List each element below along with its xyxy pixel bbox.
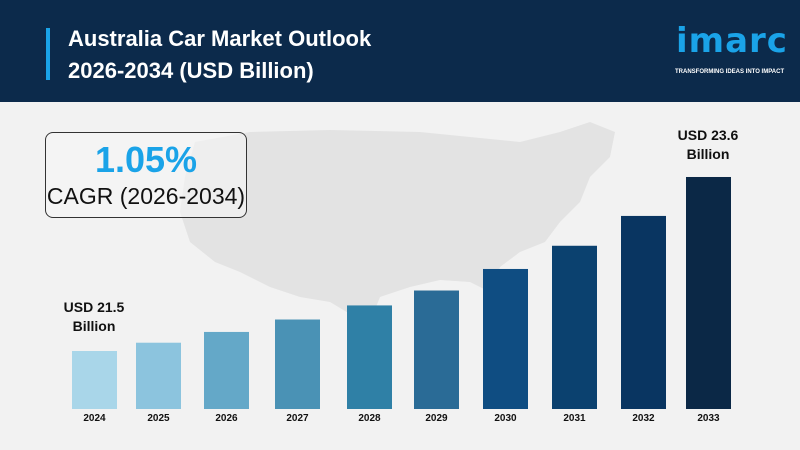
last-bar-annotation: USD 23.6 Billion <box>658 126 758 164</box>
bar-2031 <box>552 245 597 409</box>
x-tick-label: 2025 <box>147 413 170 424</box>
first-annotation-line2: Billion <box>72 318 116 334</box>
bar-2033 <box>686 176 731 409</box>
bar-2032 <box>621 215 666 409</box>
page-title-line1: Australia Car Market Outlook <box>68 26 372 51</box>
last-annotation-line2: Billion <box>686 146 730 162</box>
bar-2029 <box>414 290 459 409</box>
first-annotation-line1: USD 21.5 <box>63 299 125 315</box>
cagr-value: 1.05% <box>94 139 198 180</box>
x-tick-label: 2032 <box>632 413 655 424</box>
logo-tagline: TRANSFORMING IDEAS INTO IMPACT <box>675 69 785 75</box>
x-tick-label: 2026 <box>215 413 238 424</box>
bar-2024 <box>72 350 117 409</box>
header-banner: Australia Car Market Outlook 2026-2034 (… <box>0 0 800 102</box>
bar-2027 <box>275 319 320 409</box>
bar-2026 <box>204 331 249 409</box>
bar-2025 <box>136 342 181 409</box>
x-tick-label: 2027 <box>286 413 309 424</box>
x-tick-label: 2030 <box>494 413 517 424</box>
first-bar-annotation: USD 21.5 Billion <box>44 298 144 336</box>
x-tick-label: 2031 <box>563 413 586 424</box>
bar-2028 <box>347 305 392 409</box>
logo-wordmark: imarc <box>676 21 788 61</box>
cagr-label: CAGR (2026-2034) <box>46 183 246 209</box>
title-accent-bar <box>46 28 50 80</box>
bar-2030 <box>483 268 528 409</box>
cagr-box: 1.05% CAGR (2026-2034) <box>45 132 247 218</box>
x-tick-label: 2028 <box>358 413 381 424</box>
page-title-line2: 2026-2034 (USD Billion) <box>68 58 314 83</box>
last-annotation-line1: USD 23.6 <box>677 127 739 143</box>
x-tick-label: 2024 <box>83 413 106 424</box>
imarc-logo: imarc TRANSFORMING IDEAS INTO IMPACT <box>668 22 792 84</box>
x-tick-label: 2033 <box>697 413 720 424</box>
map-silhouette-background <box>180 122 615 322</box>
x-tick-label: 2029 <box>425 413 448 424</box>
